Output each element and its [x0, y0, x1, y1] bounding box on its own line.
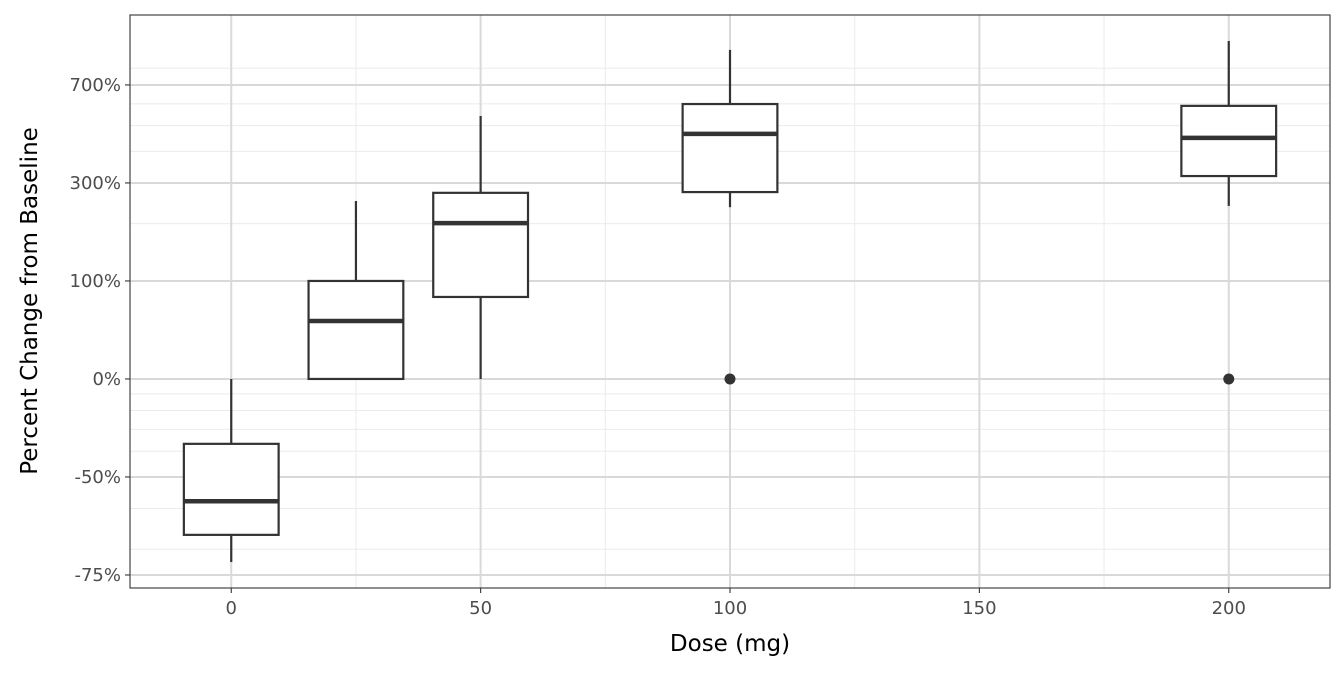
x-tick-label: 150	[962, 598, 996, 619]
box	[432, 191, 530, 299]
box	[307, 279, 405, 381]
outlier-point	[724, 373, 736, 385]
y-tick-label: -75%	[74, 565, 121, 586]
box	[182, 442, 280, 536]
box	[681, 102, 779, 194]
box	[1180, 104, 1278, 178]
outlier-point	[1223, 373, 1235, 385]
x-axis: 0 50 100 150 200	[226, 588, 1246, 619]
y-tick-label: 100%	[70, 271, 121, 292]
x-tick-label: 100	[713, 598, 747, 619]
y-tick-label: 300%	[70, 173, 121, 194]
boxes	[182, 40, 1278, 563]
x-tick-label: 200	[1212, 598, 1246, 619]
x-tick-label: 50	[469, 598, 492, 619]
x-axis-title: Dose (mg)	[670, 631, 790, 657]
y-tick-label: 700%	[70, 75, 121, 96]
y-axis: -75% -50% 0% 100% 300% 700%	[70, 75, 130, 586]
y-tick-label: 0%	[92, 369, 121, 390]
y-axis-title: Percent Change from Baseline	[17, 127, 43, 475]
y-tick-label: -50%	[74, 467, 121, 488]
x-tick-label: 0	[226, 598, 237, 619]
